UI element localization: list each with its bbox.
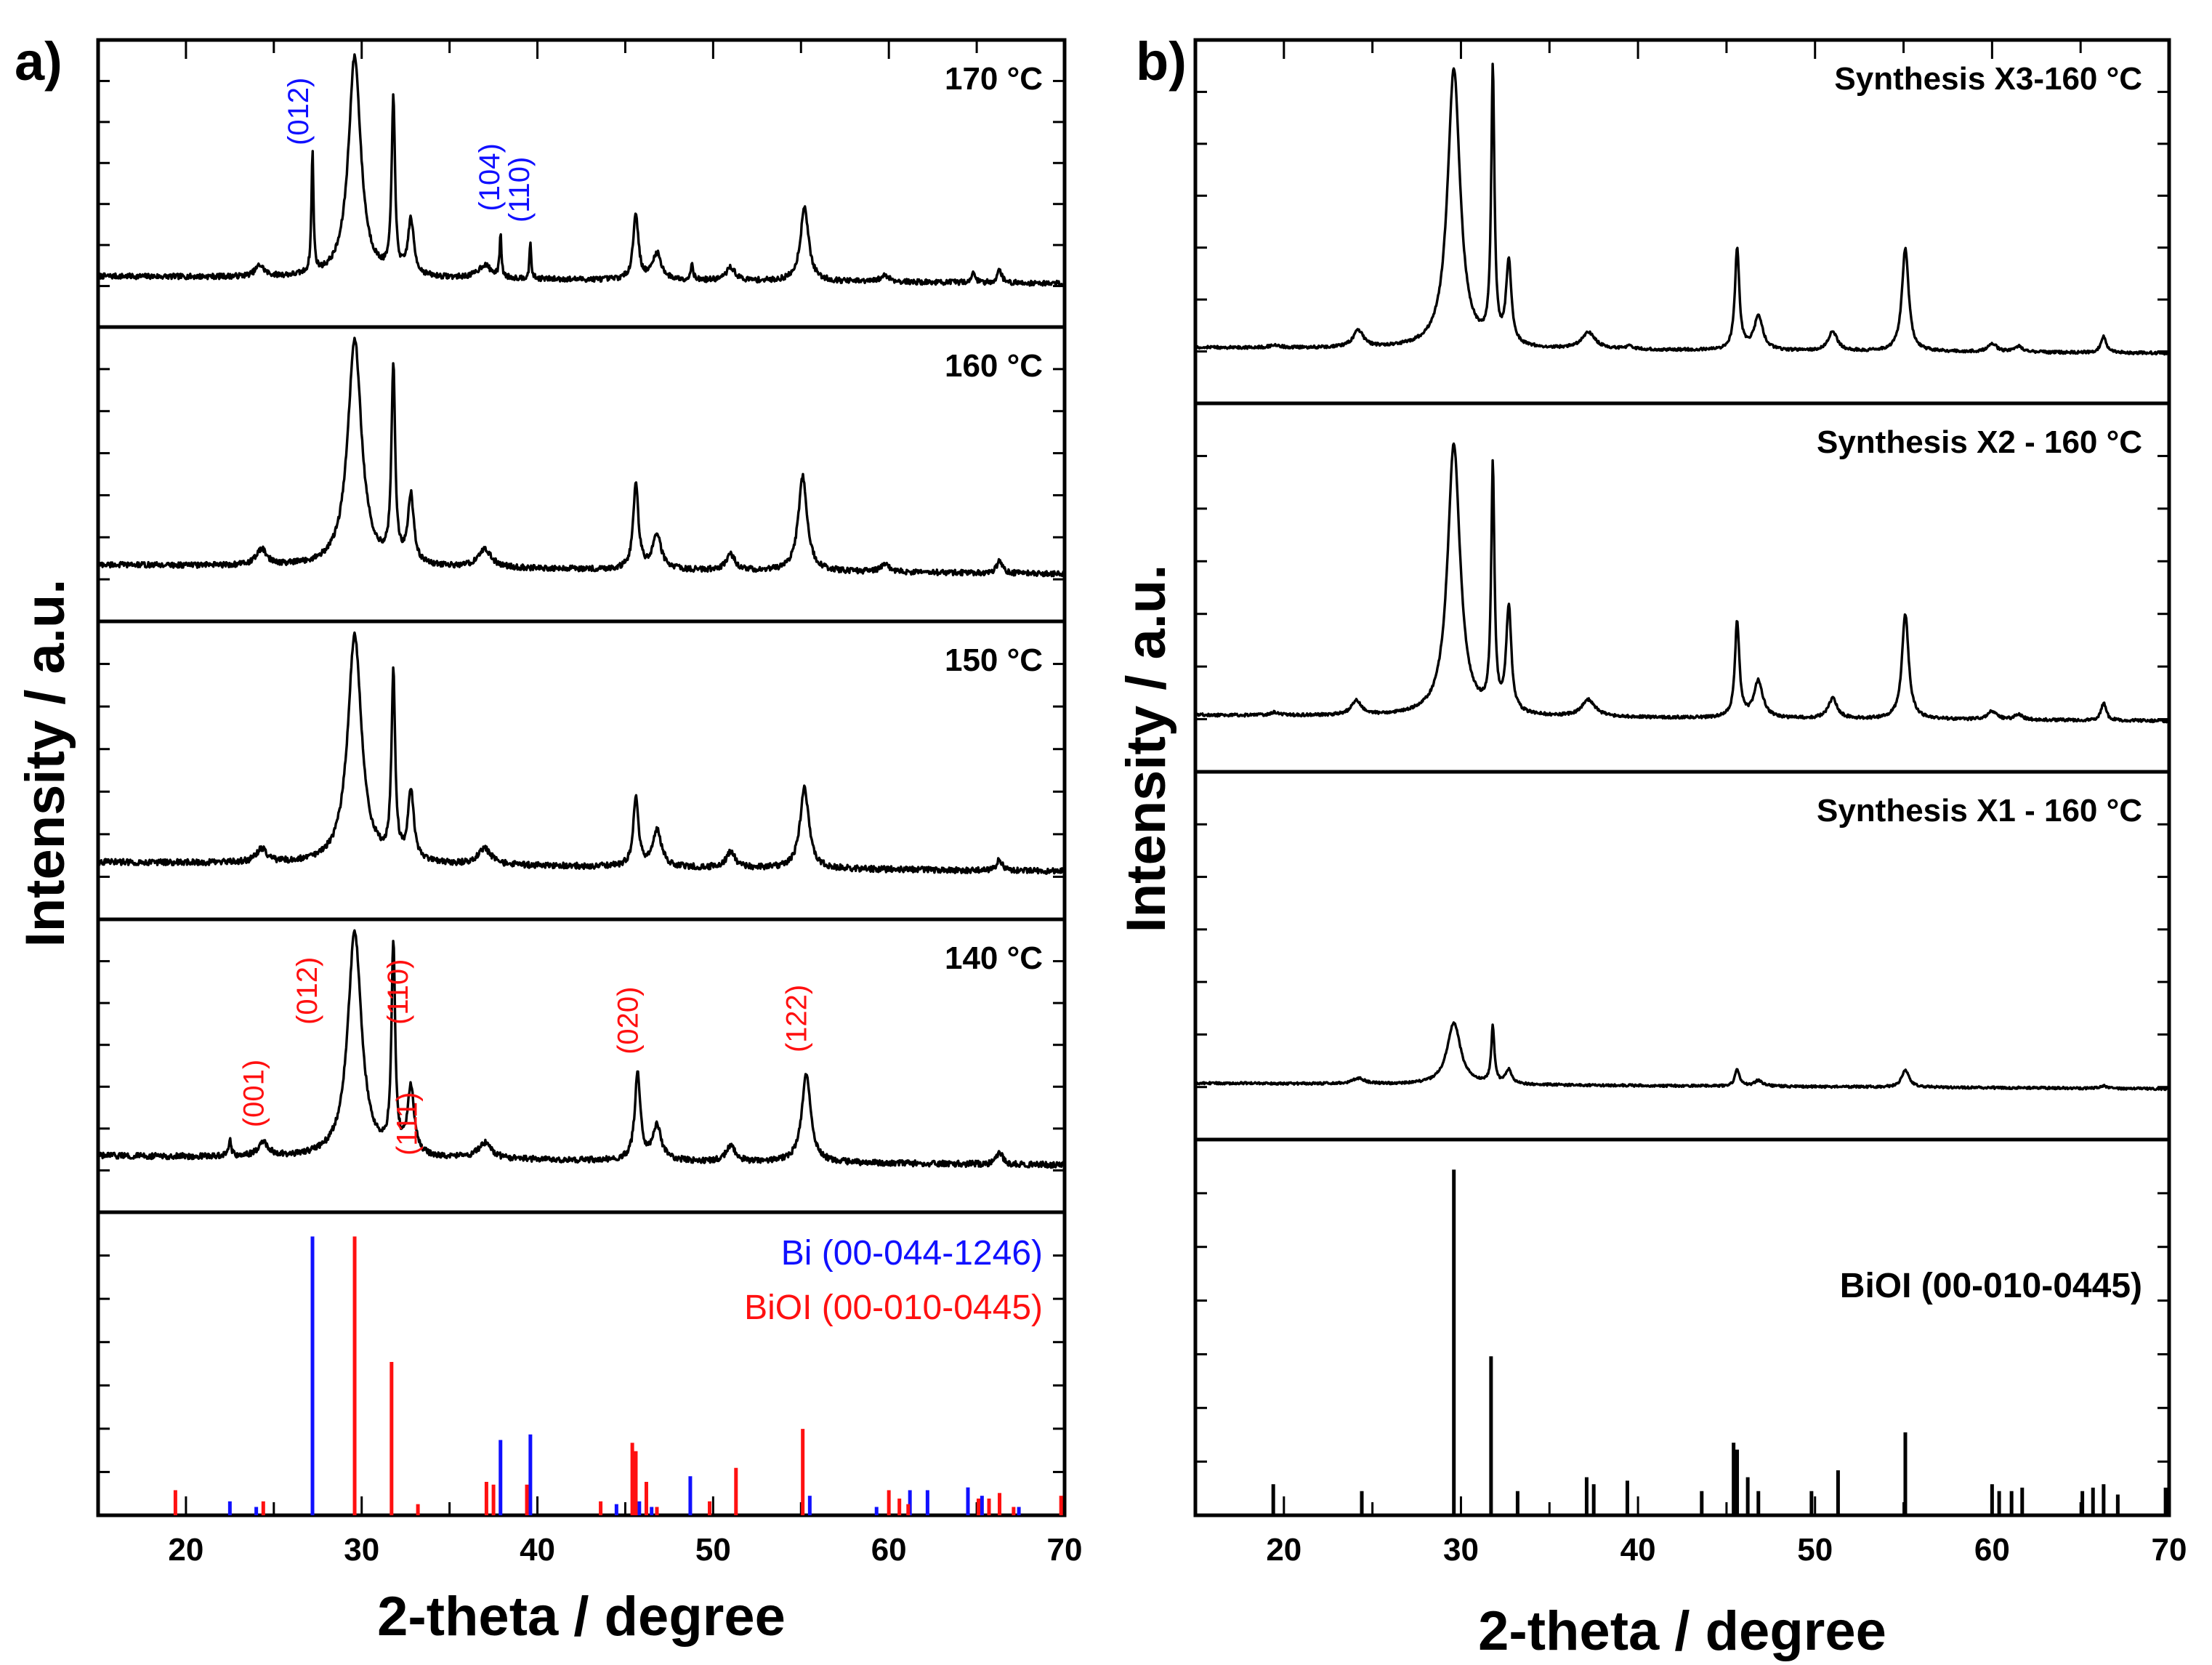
trace-140-c xyxy=(97,929,1066,1169)
x-tick-label: 30 xyxy=(344,1532,379,1568)
reference-legend-entry: Bi (00-044-1246) xyxy=(781,1234,1043,1273)
hkl-annotation: (111) xyxy=(391,1092,423,1156)
x-tick-label: 40 xyxy=(520,1532,555,1568)
x-tick-label: 50 xyxy=(1797,1532,1833,1568)
trace-label: Synthesis X2 - 160 °C xyxy=(1817,424,2142,460)
x-tick-label: 70 xyxy=(1047,1532,1083,1568)
y-axis-title: Intensity / a.u. xyxy=(15,579,76,948)
trace-170-c xyxy=(97,53,1066,288)
hkl-annotation: (110) xyxy=(504,157,536,222)
plot-frame xyxy=(96,38,1067,1517)
x-tick-label: 20 xyxy=(1266,1532,1301,1568)
panel-a-chart: 20 30 40 50 60 70 2-theta / degree Intensity / … xyxy=(15,38,1083,1648)
trace-160-c xyxy=(97,336,1066,578)
trace-label: 150 °C xyxy=(945,642,1043,678)
trace-synthesis-x1-160-c xyxy=(1194,1021,2171,1092)
x-tick-label: 70 xyxy=(2152,1532,2187,1568)
panel-a-label: a) xyxy=(15,31,62,92)
hkl-annotation: (020) xyxy=(612,987,644,1055)
x-axis-title: 2-theta / degree xyxy=(1478,1600,1886,1662)
hkl-annotation: (012) xyxy=(283,78,315,145)
trace-label: 170 °C xyxy=(945,61,1043,97)
reference-legend-entry: BiOI (00-010-0445) xyxy=(1840,1267,2142,1305)
trace-label: Synthesis X3-160 °C xyxy=(1834,61,2142,97)
panel-b-label: b) xyxy=(1136,31,1187,92)
trace-synthesis-x2-160-c xyxy=(1194,442,2170,724)
trace-synthesis-x3-160-c xyxy=(1194,63,2171,356)
trace-label: 160 °C xyxy=(945,348,1043,384)
x-tick-label: 60 xyxy=(871,1532,907,1568)
trace-150-c xyxy=(97,631,1066,875)
x-axis-title: 2-theta / degree xyxy=(377,1586,786,1648)
hkl-annotation: (122) xyxy=(781,985,813,1052)
trace-label: 140 °C xyxy=(945,940,1043,976)
hkl-annotation: (001) xyxy=(238,1060,270,1127)
x-tick-label: 40 xyxy=(1620,1532,1656,1568)
hkl-annotation: (110) xyxy=(382,959,414,1025)
hkl-annotation: (012) xyxy=(291,957,323,1025)
trace-label: Synthesis X1 - 160 °C xyxy=(1817,793,2142,829)
reference-legend-entry: BiOI (00-010-0445) xyxy=(744,1289,1043,1327)
hkl-annotation: (104) xyxy=(474,143,506,211)
panel-b-chart: 20 30 40 50 60 70 2-theta / degree Intensity / … xyxy=(1115,38,2187,1662)
plot-frame xyxy=(1193,38,2171,1517)
x-tick-label: 30 xyxy=(1443,1532,1479,1568)
x-tick-label: 20 xyxy=(168,1532,203,1568)
x-tick-label: 60 xyxy=(1974,1532,2010,1568)
y-axis-title: Intensity / a.u. xyxy=(1115,565,1177,933)
x-tick-label: 50 xyxy=(695,1532,731,1568)
